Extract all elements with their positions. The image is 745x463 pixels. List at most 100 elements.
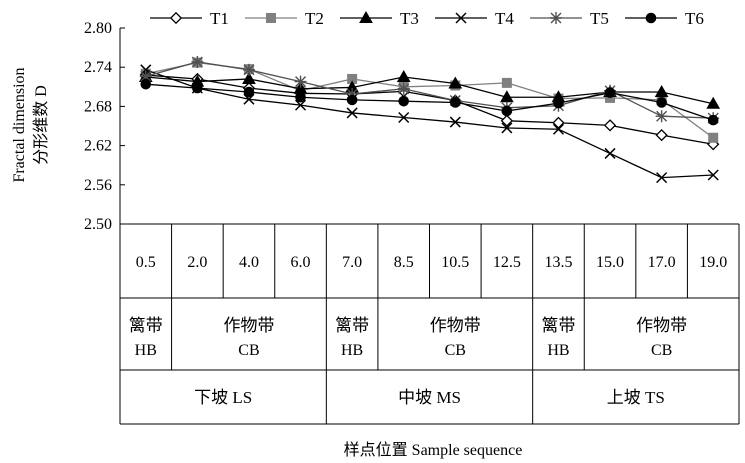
series-line-t3 [145, 76, 714, 105]
data-point-t6 [243, 86, 255, 98]
y-tick-label: 2.50 [84, 216, 112, 233]
data-point-t6 [707, 114, 719, 126]
x-tick-label: 13.5 [544, 254, 572, 271]
zone-label: 篱带 [335, 316, 369, 335]
data-point-t5 [191, 55, 204, 68]
zone-label-code: CB [651, 342, 672, 359]
legend-marker-t5 [550, 12, 562, 24]
data-point-t4 [656, 172, 668, 184]
data-point-t4 [707, 169, 719, 181]
data-point-t4 [449, 116, 461, 128]
legend-marker-t3 [359, 10, 373, 23]
data-point-t4 [604, 147, 616, 159]
y-tick-label: 2.80 [84, 20, 112, 37]
x-axis-label: 样点位置 Sample sequence [344, 441, 523, 459]
legend-item-t1: T1 [150, 9, 229, 28]
legend-marker-t1 [169, 11, 183, 25]
legend-marker-t2 [266, 13, 276, 23]
data-point-t6 [604, 87, 616, 98]
data-point-t6 [553, 97, 564, 109]
data-point-t2 [501, 77, 512, 88]
series-line-t6 [145, 83, 714, 121]
data-point-t4 [295, 99, 307, 111]
data-point-t5 [346, 87, 359, 100]
series-layer [138, 55, 721, 184]
zone-label-code: HB [341, 342, 363, 359]
series-line-t4 [145, 69, 714, 179]
zone-label: 篱带 [541, 316, 575, 335]
sample-table: 0.5 2.0 4.0 6.0 7.0 8.5 10.5 12.5 13.5 15.0 17.0 19… [119, 223, 740, 425]
data-point-t6 [398, 95, 410, 107]
series-t4 [140, 64, 719, 184]
y-axis-label-line2: 分形维数 D [32, 85, 50, 165]
data-point-t3 [654, 85, 669, 98]
legend-item-t2: T2 [245, 9, 324, 28]
data-point-t4 [398, 111, 410, 124]
data-point-t5 [397, 82, 410, 95]
data-point-t6 [656, 97, 667, 108]
data-point-t1 [552, 116, 565, 129]
zone-label-code: CB [238, 342, 259, 359]
legend-marker-t4 [455, 12, 467, 24]
data-point-t5 [242, 63, 255, 76]
data-point-t5 [655, 110, 668, 123]
data-point-t1 [500, 114, 513, 127]
data-point-t4 [552, 123, 564, 135]
x-tick-label: 15.0 [596, 254, 624, 271]
data-point-t2 [708, 132, 719, 143]
x-tick-label: 19.0 [699, 254, 727, 271]
x-tick-label: 6.0 [291, 254, 311, 271]
data-point-t6 [346, 94, 358, 106]
data-point-t6 [140, 78, 152, 90]
y-tick-label: 2.68 [84, 98, 112, 115]
legend-label-t6: T6 [685, 9, 704, 28]
data-point-t3 [448, 76, 463, 89]
zone-label-code: CB [445, 342, 466, 359]
legend-item-t4: T4 [435, 9, 514, 28]
x-tick-label: 10.5 [441, 254, 469, 271]
legend-label-t1: T1 [210, 9, 229, 28]
zone-label: 作物带 [430, 316, 481, 335]
legend-label-t2: T2 [305, 9, 324, 28]
legend-label-t5: T5 [590, 9, 609, 28]
legend-item-t3: T3 [340, 9, 419, 28]
y-axis-label-line1: Fractal dimension [11, 67, 28, 182]
data-point-t3 [396, 69, 411, 82]
x-tick-label: 0.5 [136, 254, 156, 271]
y-tick-label: 2.74 [84, 59, 112, 76]
series-line-t1 [145, 74, 714, 145]
series-t3 [138, 69, 721, 109]
axes: 2.50 2.56 2.62 2.68 2.74 2.80 [84, 20, 125, 233]
x-tick-label: 12.5 [493, 254, 521, 271]
x-tick-label: 4.0 [239, 254, 259, 271]
y-tick-label: 2.62 [84, 138, 112, 155]
data-point-t1 [655, 129, 668, 142]
x-tick-label: 2.0 [187, 254, 207, 271]
slope-label: 上坡 TS [607, 388, 665, 407]
series-t1 [139, 68, 720, 151]
legend: T1 T2 T3 T4 T5 T6 [150, 9, 704, 28]
data-point-t4 [346, 107, 358, 119]
data-point-t6 [192, 82, 203, 94]
data-point-t3 [242, 71, 256, 84]
series-t6 [140, 78, 719, 126]
x-tick-label: 8.5 [394, 254, 414, 271]
x-tick-label: 7.0 [342, 254, 362, 271]
data-point-t1 [603, 119, 617, 132]
legend-label-t3: T3 [400, 9, 419, 28]
data-point-t4 [501, 122, 513, 134]
zone-label: 作物带 [636, 316, 687, 335]
slope-label: 中坡 MS [398, 388, 461, 407]
zone-label: 篱带 [129, 316, 163, 335]
data-point-t6 [449, 97, 461, 108]
zone-label: 作物带 [223, 316, 274, 335]
data-point-t6 [501, 105, 513, 117]
legend-label-t4: T4 [495, 9, 514, 28]
legend-item-t5: T5 [530, 9, 609, 28]
slope-label: 下坡 LS [194, 388, 252, 407]
zone-label-code: HB [547, 342, 569, 359]
data-point-t6 [295, 91, 306, 103]
y-tick-label: 2.56 [84, 177, 112, 194]
